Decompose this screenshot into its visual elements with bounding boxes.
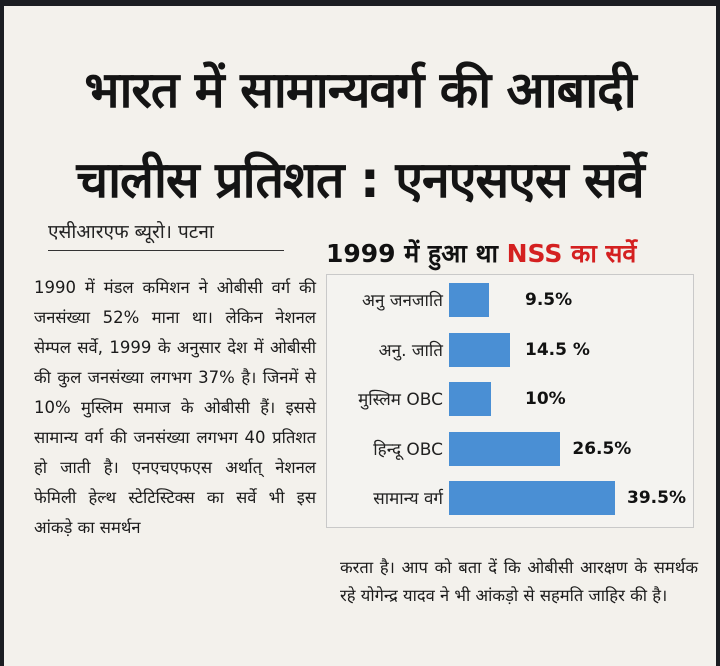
chart-title: 1999 में हुआ था NSS का सर्वे [326,236,636,270]
bar [449,481,615,515]
bar [449,382,492,416]
chart-title-part1: 1999 में हुआ था [326,239,507,268]
bar-value-label: 10% [525,389,566,409]
headline-line-2: चालीस प्रतिशत : एनएसएस सर्वे [76,151,644,209]
article-body-right: करता है। आप को बता दें कि ओबीसी आरक्षण क… [340,558,698,605]
bar-chart: अनु जनजाति 9.5% अनु. जाति 14.5 % मुस्लिम OBC… [326,274,694,528]
article-body-left: 1990 में मंडल कमिशन ने ओबीसी वर्ग की जनस… [34,278,316,537]
bar-row: हिन्दू OBC 26.5% [327,430,693,470]
byline: एसीआरएफ ब्यूरो। पटना [48,218,284,251]
bar-value-label: 26.5% [572,438,632,459]
bar-category-label: अनु जनजाति [362,291,443,311]
bar-value-label: 14.5 % [525,339,590,360]
bar [449,283,489,317]
bar [449,332,510,367]
bar-value-label: 39.5% [627,488,686,508]
bar-row: अनु. जाति 14.5 % [327,331,693,371]
bar-category-label: अनु. जाति [378,340,443,361]
newspaper-clipping: भारत में सामान्यवर्ग की आबादी चालीस प्रत… [4,6,716,666]
bar-row: मुस्लिम OBC 10% [327,380,693,420]
bar-row: अनु जनजाति 9.5% [327,281,693,321]
bar-category-label: मुस्लिम OBC [358,390,443,410]
bar [449,431,561,466]
bar-value-label: 9.5% [525,290,573,310]
bar-category-label: हिन्दू OBC [373,439,443,460]
bar-category-label: सामान्य वर्ग [373,489,443,509]
bar-row: सामान्य वर्ग 39.5% [327,479,693,519]
chart-title-part2: NSS का सर्वे [506,239,637,268]
headline-line-1: भारत में सामान्यवर्ग की आबादी [84,61,636,119]
